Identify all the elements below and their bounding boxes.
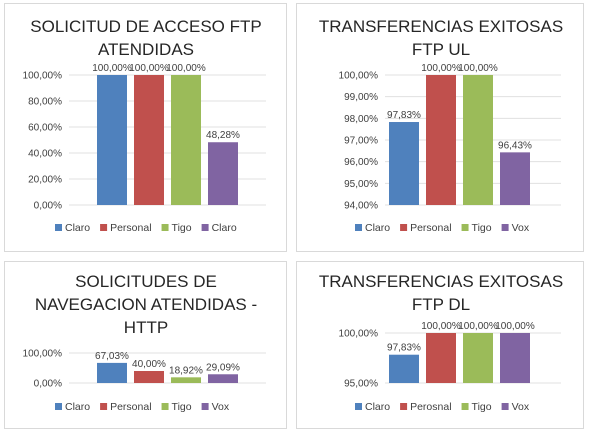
bar-personal xyxy=(134,371,164,383)
data-label: 67,03% xyxy=(95,351,129,362)
chart-title-line: FTP DL xyxy=(412,295,470,314)
y-tick-label: 60,00% xyxy=(28,123,62,134)
legend-label-tigo: Tigo xyxy=(172,401,192,413)
data-label: 100,00% xyxy=(458,63,498,74)
chart-panel-ftp-access: SOLICITUD DE ACCESO FTP ATENDIDAS 0,00% 20,… xyxy=(4,3,287,252)
bar-vox xyxy=(500,333,530,383)
data-label: 100,00% xyxy=(495,321,535,332)
legend-label-perosnal: Perosnal xyxy=(410,401,451,413)
data-label: 100,00% xyxy=(92,63,132,74)
data-label: 97,83% xyxy=(387,110,421,121)
legend-swatch-claro xyxy=(355,403,362,410)
legend-swatch-personal xyxy=(100,224,108,231)
legend-label-claro: Claro xyxy=(65,401,90,413)
data-label: 100,00% xyxy=(421,321,461,332)
chart-title-line: ATENDIDAS xyxy=(98,40,194,59)
chart-title-line: TRANSFERENCIAS EXITOSAS xyxy=(319,17,563,36)
chart-title-line: FTP UL xyxy=(412,40,470,59)
legend-swatch-personal xyxy=(100,403,108,410)
bar-tigo xyxy=(171,75,201,205)
chart-panel-ftp-dl: TRANSFERENCIAS EXITOSAS FTP DL 95,00% 100,0… xyxy=(296,261,584,429)
bar-perosnal xyxy=(426,333,456,383)
y-tick-label: 40,00% xyxy=(28,149,62,160)
data-label: 100,00% xyxy=(458,321,498,332)
y-tick-label: 95,00% xyxy=(344,179,378,190)
y-tick-label: 95,00% xyxy=(344,379,378,390)
legend-label-claro: Claro xyxy=(65,222,90,234)
legend-swatch-tigo xyxy=(161,224,169,231)
legend-label-vox: Vox xyxy=(212,401,230,413)
y-tick-label: 100,00% xyxy=(23,349,63,360)
chart-title-line: SOLICITUD DE ACCESO FTP xyxy=(30,17,261,36)
y-tick-label: 100,00% xyxy=(339,329,379,340)
legend-swatch-claro xyxy=(355,224,362,231)
data-label: 96,43% xyxy=(498,140,532,151)
legend-swatch-claro xyxy=(201,224,209,231)
legend-label-tigo: Tigo xyxy=(472,401,492,413)
y-tick-label: 97,00% xyxy=(344,136,378,147)
legend-swatch-vox xyxy=(501,224,509,231)
chart-ftp-ul-svg: TRANSFERENCIAS EXITOSAS FTP UL 94,00% 95,00… xyxy=(319,17,563,234)
legend-label-personal: Personal xyxy=(110,401,151,413)
legend-label-personal: Personal xyxy=(110,222,151,234)
legend-label-tigo: Tigo xyxy=(172,222,192,234)
data-label: 40,00% xyxy=(132,359,166,370)
legend-swatch-claro xyxy=(55,224,62,231)
legend-label-tigo: Tigo xyxy=(472,222,492,234)
legend-label-claro: Claro xyxy=(365,401,390,413)
bar-claro xyxy=(208,142,238,205)
legend-swatch-tigo xyxy=(461,224,469,231)
chart-http-svg: SOLICITUDES DE NAVEGACION ATENDIDAS - HTTP… xyxy=(23,272,266,413)
chart-title-line: HTTP xyxy=(124,318,168,337)
chart-title-line: NAVEGACION ATENDIDAS - xyxy=(35,295,257,314)
y-tick-label: 100,00% xyxy=(339,71,379,82)
y-tick-label: 98,00% xyxy=(344,114,378,125)
y-tick-label: 80,00% xyxy=(28,97,62,108)
bar-tigo xyxy=(463,333,493,383)
data-label: 29,09% xyxy=(206,362,240,373)
data-label: 18,92% xyxy=(169,365,203,376)
legend-swatch-personal xyxy=(400,224,408,231)
y-tick-label: 96,00% xyxy=(344,157,378,168)
data-label: 100,00% xyxy=(421,63,461,74)
legend-swatch-perosnal xyxy=(400,403,408,410)
y-tick-label: 0,00% xyxy=(34,201,62,212)
bar-personal xyxy=(134,75,164,205)
y-tick-label: 20,00% xyxy=(28,175,62,186)
data-label: 97,83% xyxy=(387,343,421,354)
legend-label-personal: Personal xyxy=(410,222,451,234)
chart-title-line: SOLICITUDES DE xyxy=(75,272,217,291)
chart-ftp-access-svg: SOLICITUD DE ACCESO FTP ATENDIDAS 0,00% 20,… xyxy=(23,17,266,234)
y-tick-label: 0,00% xyxy=(34,379,62,390)
bar-personal xyxy=(426,75,456,205)
chart-title-line: TRANSFERENCIAS EXITOSAS xyxy=(319,272,563,291)
chart-ftp-dl-svg: TRANSFERENCIAS EXITOSAS FTP DL 95,00% 100,0… xyxy=(319,272,563,413)
legend-label-vox: Vox xyxy=(512,401,530,413)
bar-vox xyxy=(500,152,530,205)
data-label: 100,00% xyxy=(166,63,206,74)
bar-tigo xyxy=(463,75,493,205)
data-label: 100,00% xyxy=(129,63,169,74)
data-label: 48,28% xyxy=(206,130,240,141)
legend-swatch-claro xyxy=(55,403,62,410)
legend-label-claro: Claro xyxy=(365,222,390,234)
bar-claro xyxy=(389,354,419,383)
y-tick-label: 100,00% xyxy=(23,71,63,82)
bar-tigo xyxy=(171,377,201,383)
y-tick-label: 94,00% xyxy=(344,201,378,212)
bar-claro xyxy=(97,362,127,383)
legend-label-claro: Claro xyxy=(212,222,237,234)
y-tick-label: 99,00% xyxy=(344,92,378,103)
bar-vox xyxy=(208,374,238,383)
legend-swatch-vox xyxy=(501,403,509,410)
bar-claro xyxy=(389,122,419,205)
bar-claro xyxy=(97,75,127,205)
legend-swatch-tigo xyxy=(461,403,469,410)
legend-swatch-tigo xyxy=(161,403,169,410)
legend-label-vox: Vox xyxy=(512,222,530,234)
legend-swatch-vox xyxy=(201,403,209,410)
chart-panel-ftp-ul: TRANSFERENCIAS EXITOSAS FTP UL 94,00% 95,00… xyxy=(296,3,584,252)
chart-panel-http: SOLICITUDES DE NAVEGACION ATENDIDAS - HTTP… xyxy=(4,261,287,429)
